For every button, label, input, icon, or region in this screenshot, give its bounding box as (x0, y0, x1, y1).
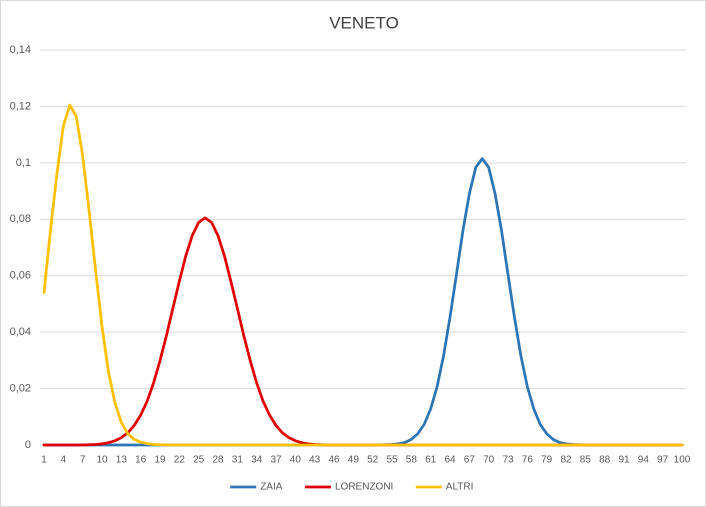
x-tick-label: 58 (406, 455, 418, 466)
x-tick-label: 7 (80, 455, 86, 466)
x-tick-label: 37 (270, 455, 282, 466)
x-tick-label: 82 (560, 455, 572, 466)
legend-label: ZAIA (260, 482, 283, 493)
x-tick-label: 61 (425, 455, 437, 466)
x-tick-label: 91 (618, 455, 630, 466)
series-line (42, 103, 684, 447)
y-tick-label: 0,1 (16, 157, 31, 169)
x-tick-label: 28 (212, 455, 224, 466)
x-tick-label: 34 (251, 455, 263, 466)
x-tick-label: 40 (290, 455, 302, 466)
y-tick-label: 0 (25, 439, 31, 451)
x-tick-label: 64 (444, 455, 456, 466)
x-tick-label: 85 (580, 455, 592, 466)
y-tick-label: 0,06 (10, 270, 31, 282)
x-tick-label: 76 (522, 455, 534, 466)
y-tick-label: 0,14 (10, 44, 31, 56)
x-tick-label: 55 (386, 455, 398, 466)
y-tick-label: 0,02 (10, 382, 31, 394)
legend-label: ALTRI (446, 482, 474, 493)
legend-label: LORENZONI (335, 482, 393, 493)
x-tick-label: 70 (483, 455, 495, 466)
x-tick-label: 19 (154, 455, 166, 466)
x-tick-label: 13 (116, 455, 128, 466)
x-tick-label: 1 (41, 455, 47, 466)
y-tick-label: 0,08 (10, 213, 31, 225)
x-tick-label: 94 (638, 455, 650, 466)
x-tick-label: 73 (502, 455, 514, 466)
y-tick-label: 0,12 (10, 100, 31, 112)
x-tick-label: 67 (464, 455, 476, 466)
x-tick-label: 31 (232, 455, 244, 466)
x-tick-label: 16 (135, 455, 147, 466)
x-tick-label: 4 (61, 455, 67, 466)
x-tick-label: 49 (348, 455, 360, 466)
x-tick-label: 88 (599, 455, 611, 466)
x-tick-label: 46 (328, 455, 340, 466)
x-tick-label: 43 (309, 455, 321, 466)
chart-title: VENETO (329, 13, 399, 32)
x-tick-label: 100 (674, 455, 691, 466)
x-tick-label: 10 (96, 455, 108, 466)
y-tick-label: 0,04 (10, 326, 31, 338)
x-tick-label: 52 (367, 455, 379, 466)
x-tick-label: 97 (657, 455, 669, 466)
x-tick-label: 79 (541, 455, 553, 466)
x-tick-label: 22 (174, 455, 186, 466)
x-tick-label: 25 (193, 455, 205, 466)
